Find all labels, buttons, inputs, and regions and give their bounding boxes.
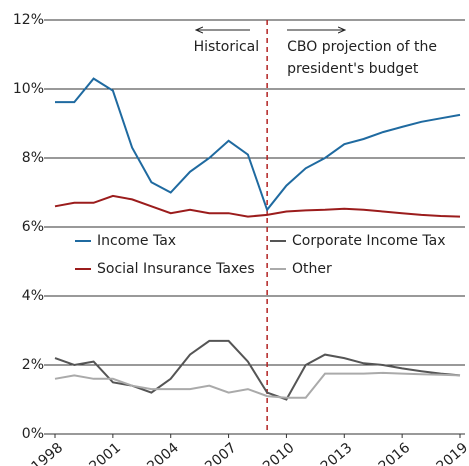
series-line	[55, 77, 461, 212]
annotation: Historical	[194, 39, 260, 55]
series-line	[54, 339, 461, 401]
series-line	[54, 194, 461, 218]
y-tick-label: 0%	[22, 426, 44, 442]
legend-label: Corporate Income Tax	[292, 233, 446, 249]
legend-label: Other	[292, 261, 332, 277]
annotation: CBO projection of the	[287, 39, 437, 55]
legend-label: Income Tax	[97, 233, 176, 249]
annotation: president's budget	[287, 61, 419, 77]
x-tick-label: 2016	[376, 440, 414, 466]
y-tick-label: 6%	[22, 219, 44, 235]
y-tick-label: 2%	[22, 357, 44, 373]
x-tick-label: 1998	[29, 440, 67, 466]
x-tick-label: 2019	[434, 440, 469, 466]
y-tick-label: 10%	[13, 81, 44, 97]
y-tick-label: 8%	[22, 150, 44, 166]
x-tick-label: 2013	[318, 440, 356, 466]
legend-label: Social Insurance Taxes	[97, 261, 255, 277]
x-tick-label: 2001	[86, 440, 124, 466]
y-tick-label: 12%	[13, 12, 44, 28]
series-line	[54, 371, 461, 399]
x-tick-label: 2004	[144, 440, 182, 466]
y-tick-label: 4%	[22, 288, 44, 304]
x-tick-label: 2010	[260, 440, 298, 466]
x-tick-label: 2007	[202, 440, 240, 466]
